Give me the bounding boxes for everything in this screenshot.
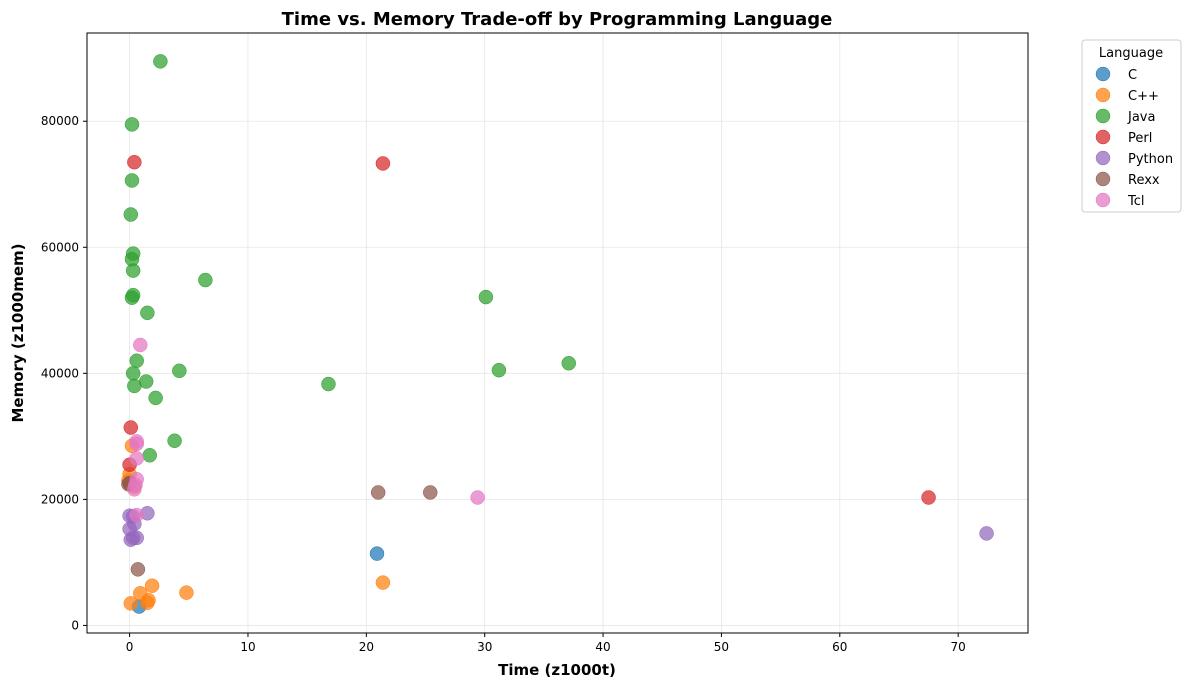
y-tick-label: 0 xyxy=(71,618,79,632)
data-point xyxy=(125,263,141,278)
data-point xyxy=(133,586,148,601)
data-point xyxy=(129,436,144,452)
x-axis-label: Time (z1000t) xyxy=(498,661,616,679)
legend-label: Python xyxy=(1128,152,1173,167)
y-axis-ticks: 0 20000 40000 60000 80000 xyxy=(41,114,87,632)
data-point xyxy=(127,154,142,170)
data-point xyxy=(979,526,994,541)
data-point xyxy=(129,353,144,368)
legend-label: Java xyxy=(1127,110,1155,125)
x-axis-ticks: 0 10 20 30 40 50 60 70 xyxy=(126,633,966,654)
grid xyxy=(87,33,1028,633)
data-point xyxy=(144,578,160,593)
data-point xyxy=(198,272,213,288)
data-point xyxy=(172,363,187,379)
legend-marker xyxy=(1095,87,1111,103)
legend-label: Rexx xyxy=(1128,173,1160,188)
series-c- xyxy=(121,438,391,611)
legend-marker xyxy=(1095,192,1111,208)
data-point xyxy=(123,207,139,222)
data-point xyxy=(179,585,194,600)
legend-label: C xyxy=(1128,68,1137,83)
data-point xyxy=(375,575,391,590)
data-point xyxy=(167,433,182,449)
data-point xyxy=(321,376,336,392)
data-point xyxy=(140,305,155,321)
data-point xyxy=(130,562,146,577)
data-point xyxy=(125,530,141,546)
series-python xyxy=(122,506,994,547)
legend: Language C C++ Java Perl Python Rexx Tcl xyxy=(1081,39,1182,213)
legend-label: Perl xyxy=(1128,131,1152,146)
plot-frame xyxy=(86,32,1029,634)
series-perl xyxy=(122,154,936,505)
data-point xyxy=(478,289,494,305)
data-point xyxy=(153,54,168,69)
x-tick-label: 70 xyxy=(951,640,966,654)
data-point xyxy=(124,117,140,132)
legend-marker xyxy=(1095,129,1111,145)
series-java xyxy=(123,54,576,463)
legend-label: Tcl xyxy=(1127,194,1145,209)
data-point xyxy=(561,356,576,371)
x-tick-label: 30 xyxy=(477,640,492,654)
data-point xyxy=(921,490,936,505)
series-c xyxy=(131,546,385,614)
data-point xyxy=(124,173,140,188)
y-tick-label: 40000 xyxy=(41,366,79,380)
legend-marker xyxy=(1095,171,1111,187)
chart-title: Time vs. Memory Trade-off by Programming… xyxy=(282,9,833,30)
x-tick-label: 60 xyxy=(832,640,847,654)
data-point xyxy=(369,546,385,561)
data-point xyxy=(129,451,144,466)
legend-label: C++ xyxy=(1128,89,1159,104)
data-point xyxy=(123,596,139,611)
data-point xyxy=(133,337,148,353)
data-point xyxy=(129,507,144,523)
series-rexx xyxy=(121,475,438,577)
x-tick-label: 10 xyxy=(240,640,255,654)
legend-box xyxy=(1081,39,1182,213)
data-point xyxy=(470,490,485,505)
y-tick-label: 80000 xyxy=(41,114,79,128)
series-tcl xyxy=(127,337,485,523)
legend-marker xyxy=(1095,150,1111,166)
data-point xyxy=(423,485,438,500)
data-point xyxy=(491,362,507,378)
x-tick-label: 40 xyxy=(595,640,610,654)
data-point xyxy=(127,378,142,394)
data-point xyxy=(124,290,140,305)
data-point xyxy=(125,366,141,381)
data-point xyxy=(375,156,391,171)
data-point xyxy=(148,390,163,406)
x-tick-label: 50 xyxy=(714,640,729,654)
data-point xyxy=(123,420,139,435)
x-tick-label: 20 xyxy=(359,640,374,654)
data-point xyxy=(127,482,142,497)
legend-title: Language xyxy=(1099,46,1163,61)
legend-marker xyxy=(1095,66,1111,82)
data-points xyxy=(121,54,994,614)
data-point xyxy=(142,448,157,463)
y-tick-label: 20000 xyxy=(41,492,79,506)
y-tick-label: 60000 xyxy=(41,240,79,254)
x-tick-label: 0 xyxy=(126,640,134,654)
y-axis-label: Memory (z1000mem) xyxy=(9,243,27,422)
legend-marker xyxy=(1095,108,1111,124)
data-point xyxy=(370,485,386,500)
legend-items: C C++ Java Perl Python Rexx Tcl xyxy=(1095,66,1173,209)
